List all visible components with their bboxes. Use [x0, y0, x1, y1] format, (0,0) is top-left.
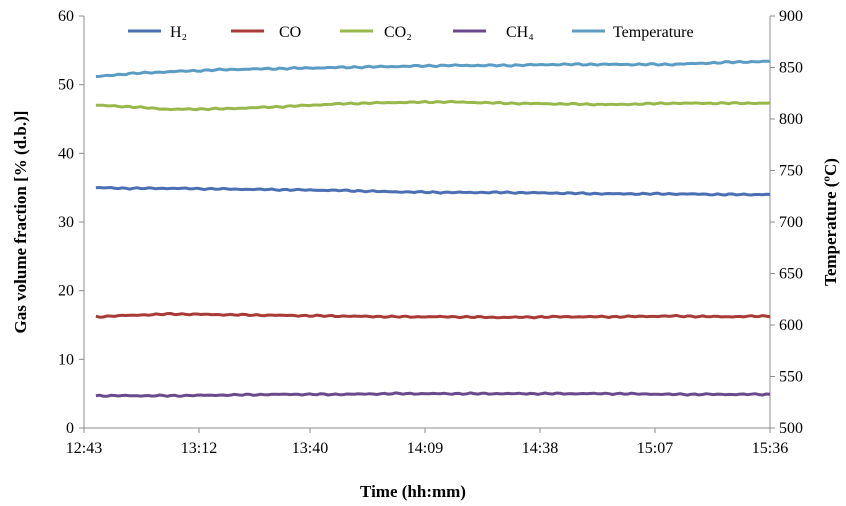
x-tick-label: 15:36	[752, 440, 788, 457]
y2-tick-label: 900	[779, 8, 803, 25]
legend-label: CH₄	[506, 24, 534, 41]
x-tick-label: 13:12	[181, 440, 217, 457]
y2-tick-label: 700	[779, 214, 803, 231]
x-tick-label: 12:43	[66, 440, 102, 457]
y-tick-label: 50	[58, 77, 74, 94]
y2-tick-label: 800	[779, 111, 803, 128]
x-tick-label: 13:40	[292, 440, 328, 457]
y-tick-label: 10	[58, 351, 74, 368]
legend-label: CO	[279, 24, 301, 41]
y-tick-label: 60	[58, 8, 74, 25]
y2-tick-label: 850	[779, 60, 803, 77]
series-line	[95, 99, 771, 112]
y2-axis-title: Temperature (ºC)	[821, 158, 840, 286]
x-tick-label: 15:07	[637, 440, 673, 457]
x-axis-title: Time (hh:mm)	[360, 482, 466, 501]
y2-tick-label: 650	[779, 266, 803, 283]
y2-tick-label: 500	[779, 420, 803, 437]
legend-layer: H₂ CO CO₂ CH₄ Temperature	[128, 24, 694, 41]
legend-label: Temperature	[613, 24, 694, 41]
series-layer	[95, 59, 771, 398]
series-line	[95, 391, 771, 398]
y-tick-label: 20	[58, 283, 74, 300]
y2-tick-label: 550	[779, 369, 803, 386]
y2-tick-label: 600	[779, 317, 803, 334]
x-tick-label: 14:38	[522, 440, 558, 457]
axes-layer: 0 10 20 30 40 50 60 500 550 600 650 700 750 800 850 900…	[58, 8, 803, 457]
legend-label: CO₂	[384, 24, 412, 41]
legend-label: H₂	[170, 24, 187, 41]
y-tick-label: 40	[58, 145, 74, 162]
y-axis-title: Gas volume fraction [% (d.b.)]	[11, 111, 30, 334]
y2-tick-label: 750	[779, 163, 803, 180]
series-line	[95, 312, 771, 320]
series-line	[95, 59, 771, 78]
series-line	[95, 186, 771, 197]
y-tick-label: 30	[58, 214, 74, 231]
x-tick-label: 14:09	[407, 440, 443, 457]
y-tick-label: 0	[66, 420, 74, 437]
